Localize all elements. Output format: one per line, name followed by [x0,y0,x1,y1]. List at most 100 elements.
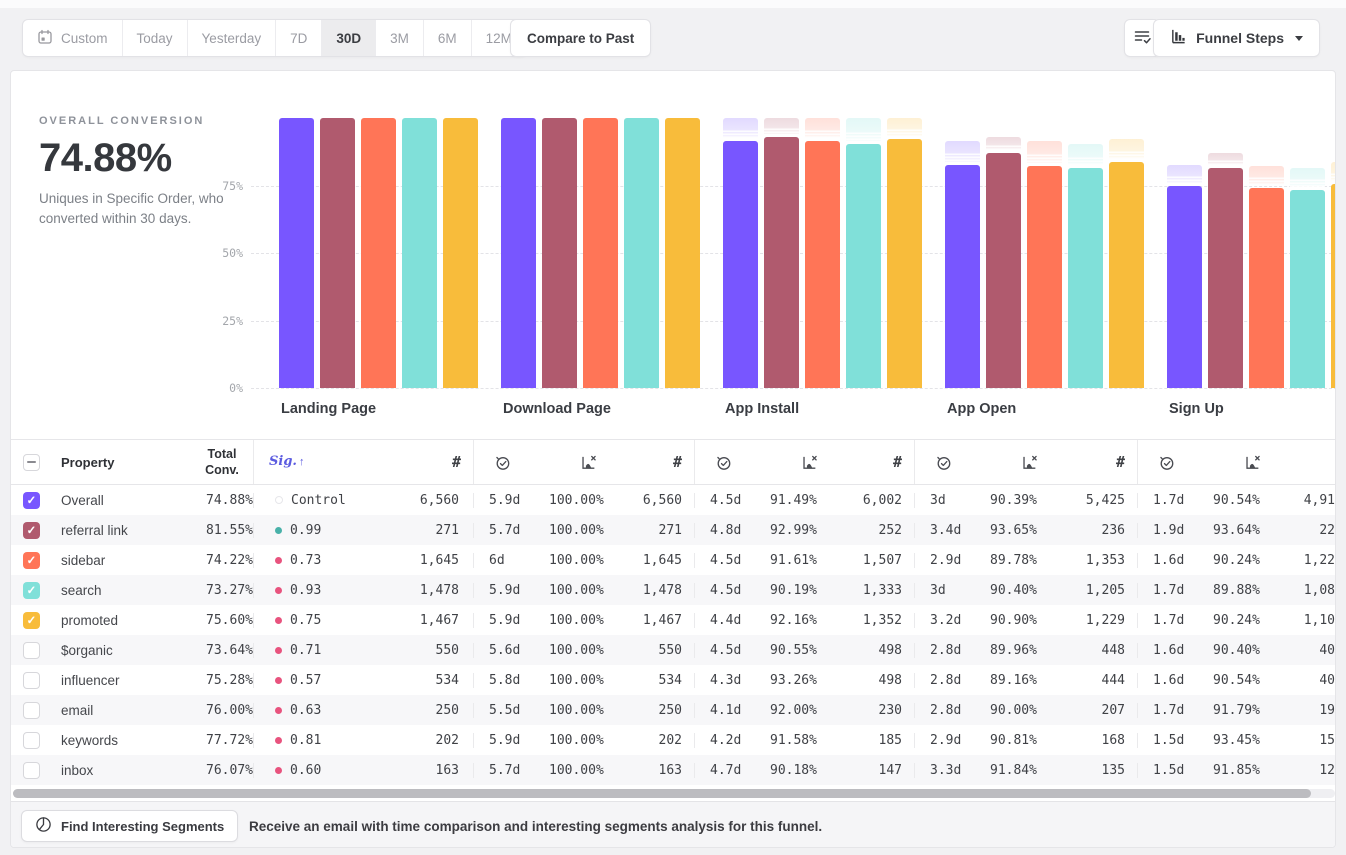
step-count: 1,22 [1303,552,1335,568]
bar-search-landing-page[interactable] [402,118,437,388]
conversion-rate-icon[interactable] [1244,454,1261,476]
table-row[interactable]: ✓ sidebar 74.22% 0.73 1,645 6d 100.00% 1,645 4.5… [11,545,1335,575]
select-all-checkbox[interactable] [23,453,40,471]
row-checkbox[interactable] [23,701,40,719]
time-to-convert-value: 5.9d [489,732,521,748]
bar-overall-download-page[interactable] [501,118,536,388]
range-button-3m[interactable]: 3M [376,20,424,56]
step-count: 6,560 [642,492,682,508]
bar-referral-link-landing-page[interactable] [320,118,355,388]
bar-promoted-app-install[interactable] [887,139,922,388]
sig-value: 0.73 [290,552,322,568]
range-button-7d[interactable]: 7D [276,20,323,56]
table-row[interactable]: ✓ referral link 81.55% 0.99 271 5.7d 100.00% 27… [11,515,1335,545]
bar-search-download-page[interactable] [624,118,659,388]
range-button-yesterday[interactable]: Yesterday [188,20,277,56]
bar-promoted-app-open[interactable] [1109,161,1144,388]
row-checkbox[interactable] [23,761,40,779]
bar-overall-landing-page[interactable] [279,118,314,388]
row-checkbox[interactable]: ✓ [23,611,40,629]
bar-referral-link-sign-up[interactable] [1208,167,1243,388]
conversion-rate-icon[interactable] [580,454,597,476]
conversion-rate-value: 91.61% [770,552,817,568]
table-row[interactable]: influencer 75.28% 0.57 534 5.8d 100.00% 534 4.3… [11,665,1335,695]
row-checkbox[interactable] [23,641,40,659]
range-button-12m[interactable]: 12M [472,20,526,56]
step-count: 163 [658,762,682,778]
range-button-today[interactable]: Today [123,20,188,56]
bar-promoted-download-page[interactable] [665,118,700,388]
time-to-convert-icon[interactable] [1158,454,1175,476]
count-column-icon[interactable]: # [892,453,902,471]
bar-referral-link-download-page[interactable] [542,118,577,388]
bar-overall-app-install[interactable] [723,140,758,388]
property-label: keywords [61,732,119,748]
bar-sidebar-app-open[interactable] [1027,165,1062,388]
count-column-icon[interactable]: # [1335,453,1336,471]
find-interesting-segments-button[interactable]: Find Interesting Segments [21,810,239,842]
row-checkbox[interactable]: ✓ [23,551,40,569]
bar-promoted-sign-up[interactable] [1331,183,1335,388]
time-to-convert-icon[interactable] [494,454,511,476]
scrollbar-thumb[interactable] [13,788,1311,798]
bar-sidebar-sign-up[interactable] [1249,187,1284,388]
conversion-rate-icon[interactable] [801,454,818,476]
step-metrics-cell: 4.5d 90.19% 1,333 [694,582,914,598]
table-row[interactable]: keywords 77.72% 0.81 202 5.9d 100.00% 202 4.2d 9… [11,725,1335,755]
bar-promoted-landing-page[interactable] [443,118,478,388]
time-to-convert-icon[interactable] [715,454,732,476]
dropoff-hatch [887,128,922,137]
bar-overall-app-open[interactable] [945,164,980,388]
bar-sidebar-app-install[interactable] [805,140,840,388]
table-row[interactable]: ✓ search 73.27% 0.93 1,478 5.9d 100.00% 1,478 4.… [11,575,1335,605]
count-column-icon[interactable]: # [672,453,682,471]
step-count: 1,229 [1085,612,1125,628]
table-header: Property Total Conv. Sig. ↑ # # # # [11,439,1336,485]
count-column-icon[interactable]: # [1115,453,1125,471]
table-row[interactable]: ✓ promoted 75.60% 0.75 1,467 5.9d 100.00% 1,467… [11,605,1335,635]
table-row[interactable]: $organic 73.64% 0.71 550 5.6d 100.00% 550 4.5d 9… [11,635,1335,665]
row-checkbox[interactable]: ✓ [23,521,40,539]
conversion-rate-value: 90.81% [990,732,1037,748]
row-checkbox[interactable]: ✓ [23,581,40,599]
bar-sidebar-landing-page[interactable] [361,118,396,388]
chevron-down-icon [1295,35,1303,41]
bar-referral-link-app-open[interactable] [986,152,1021,388]
sig-column-header[interactable]: Sig. ↑ [269,454,305,469]
time-to-convert-icon[interactable] [935,454,952,476]
step-count: 12 [1319,762,1335,778]
range-button-30d[interactable]: 30D [322,20,377,56]
total-conv-column-header[interactable]: Total Conv. [205,446,239,477]
range-button-custom[interactable]: Custom [23,20,123,56]
toolbar: Custom Today Yesterday 7D 30D 3M 6M 12M Compare… [0,8,1346,70]
property-label: Overall [61,492,104,508]
range-button-label: Today [136,30,173,46]
bar-referral-link-app-install[interactable] [764,136,799,388]
row-checkbox[interactable] [23,671,40,689]
property-column-header[interactable]: Property [61,454,115,470]
row-checkbox[interactable]: ✓ [23,491,40,509]
table-row[interactable]: inbox 76.07% 0.60 163 5.7d 100.00% 163 4.7d 90.1… [11,755,1335,785]
bar-search-app-install[interactable] [846,144,881,388]
bar-search-sign-up[interactable] [1290,190,1325,388]
bar-search-app-open[interactable] [1068,167,1103,388]
time-to-convert-value: 5.9d [489,612,521,628]
step-count: 185 [878,732,902,748]
table-row[interactable]: email 76.00% 0.63 250 5.5d 100.00% 250 4.1d 92.0… [11,695,1335,725]
bar-sidebar-download-page[interactable] [583,118,618,388]
compare-to-past-button[interactable]: Compare to Past [510,19,652,57]
compare-to-past-label: Compare to Past [527,30,635,46]
count-column-icon[interactable]: # [451,453,461,471]
step-metrics-cell: 1.6d 90.54% 40 [1137,672,1335,688]
sig-dot [275,526,282,534]
bar-dropoff-search-app-open [1068,144,1103,165]
conversion-rate-icon[interactable] [1021,454,1038,476]
range-button-6m[interactable]: 6M [424,20,472,56]
bar-overall-sign-up[interactable] [1167,185,1202,388]
step-group-header-3: # [694,440,914,484]
step-metrics-cell: 1.7d 90.54% 4,91 [1137,492,1335,508]
table-row[interactable]: ✓ Overall 74.88% Control 6,560 5.9d 100.00% 6,5… [11,485,1335,515]
funnel-steps-dropdown[interactable]: Funnel Steps [1153,19,1320,57]
step-count: 40 [1319,672,1335,688]
row-checkbox[interactable] [23,731,40,749]
